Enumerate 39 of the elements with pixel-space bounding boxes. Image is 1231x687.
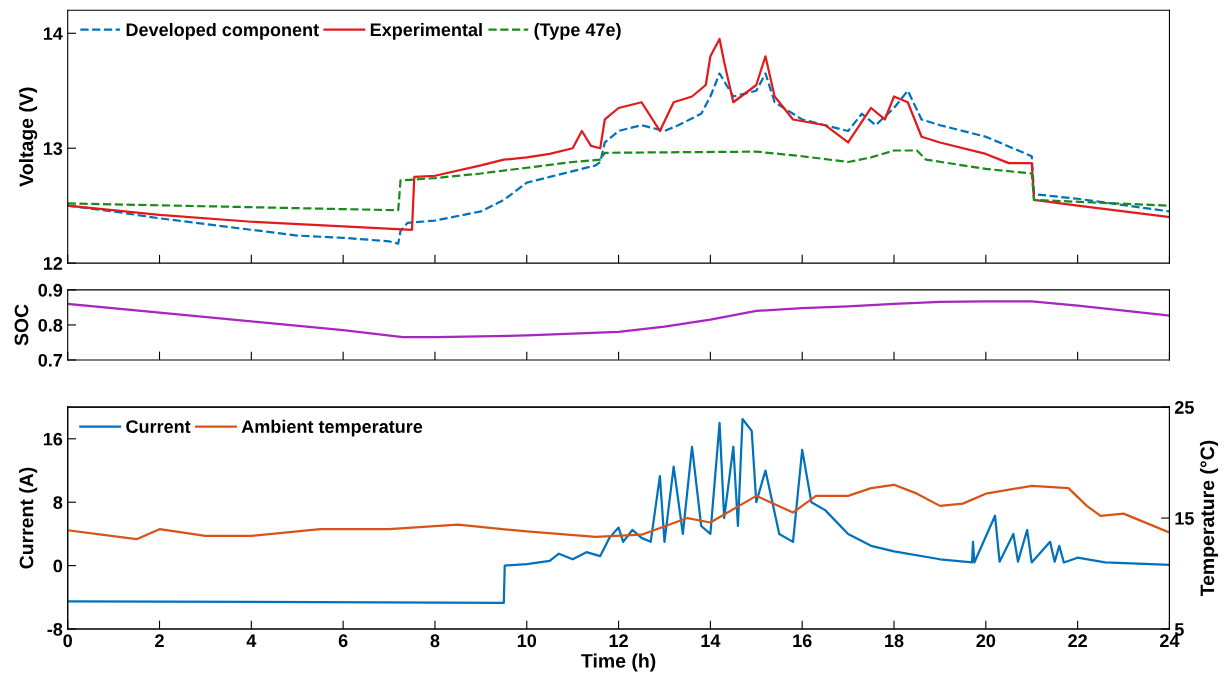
- y-tick-label: 14: [43, 27, 63, 40]
- y-tick-label: 13: [43, 142, 63, 155]
- legend-label: Ambient temperature: [241, 419, 423, 437]
- x-tick-label: 22: [1068, 634, 1087, 647]
- x-axis-title: Time (h): [581, 653, 656, 672]
- x-tick-label: 12: [609, 634, 628, 647]
- x-tick-label: 18: [885, 634, 904, 648]
- y2-tick-label: 15: [1175, 512, 1194, 525]
- line-series: [67, 300, 1170, 339]
- legend-label: Developed component: [126, 22, 319, 40]
- x-tick-label: 8: [430, 634, 440, 648]
- x-tick-label: 16: [793, 634, 812, 648]
- y-tick-label: -8: [47, 622, 63, 636]
- x-tick-label: 14: [701, 634, 721, 647]
- y2-axis-title: Temperature (°C): [1199, 440, 1219, 597]
- x-tick-label: 20: [976, 634, 996, 648]
- legend-label: (Type 47e): [534, 22, 621, 40]
- y2-tick-label: 5: [1174, 623, 1184, 636]
- legend-label: Experimental: [370, 22, 482, 40]
- x-tick-label: 24: [1160, 634, 1180, 647]
- y-tick-label: 0: [53, 559, 63, 573]
- y-tick-label: 8: [53, 496, 63, 509]
- x-tick-label: 4: [246, 634, 257, 647]
- y2-tick-label: 25: [1174, 401, 1194, 414]
- x-tick-label: 10: [517, 634, 537, 648]
- y-tick-label: 0.7: [38, 353, 63, 367]
- x-tick-label: 6: [338, 634, 348, 648]
- y-axis-title: Voltage (V): [19, 87, 38, 187]
- y-tick-label: 16: [43, 432, 63, 446]
- x-tick-label: 2: [155, 634, 164, 647]
- line-series: [67, 417, 1170, 604]
- y-tick-label: 0.8: [38, 318, 63, 332]
- line-series: [67, 483, 1170, 541]
- legend-label: Current: [126, 420, 191, 434]
- y-tick-label: 0.9: [38, 283, 63, 297]
- y-tick-label: 12: [43, 257, 63, 270]
- y-axis-title: Current (A): [19, 467, 38, 569]
- x-tick-label: 0: [63, 634, 72, 648]
- y-axis-title: SOC: [14, 304, 29, 346]
